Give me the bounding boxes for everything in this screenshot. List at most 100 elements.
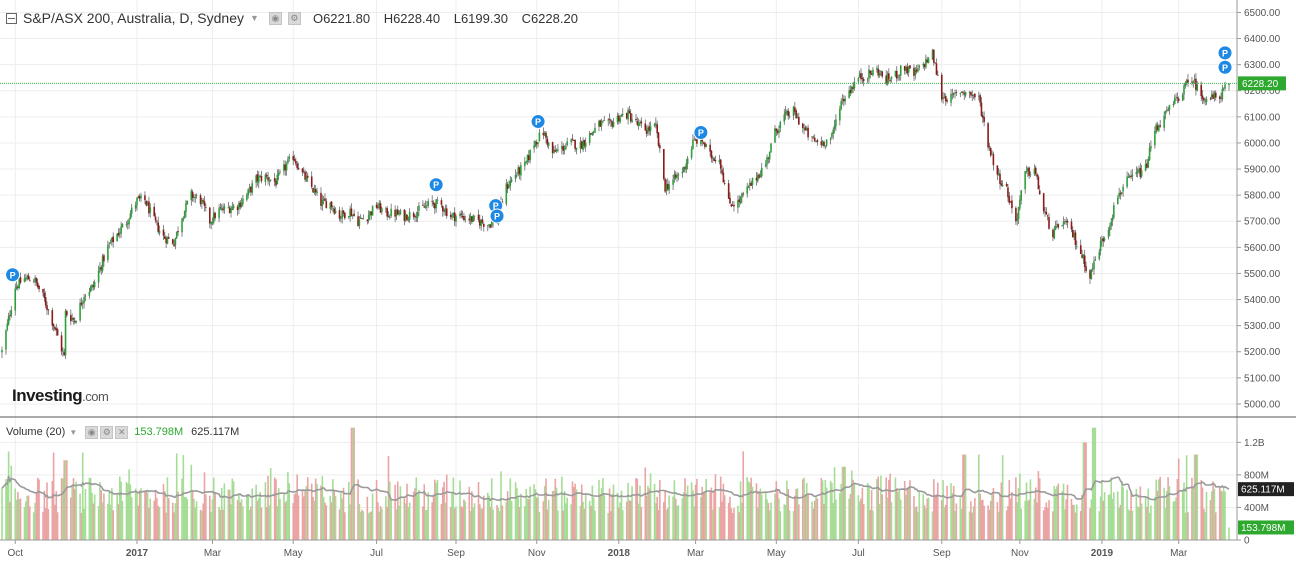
candle-body [472, 215, 475, 222]
volume-bar [1070, 498, 1073, 540]
close-icon[interactable]: ✕ [115, 425, 129, 439]
volume-bar [126, 483, 129, 540]
candle-body [1122, 186, 1124, 192]
volume-bar [1075, 504, 1078, 540]
volume-bar [338, 509, 341, 540]
price-tick-label: 5700.00 [1244, 217, 1281, 228]
volume-tick-label: 800M [1244, 470, 1269, 481]
candle-body [547, 142, 550, 146]
candle-body [361, 218, 363, 219]
volume-tick-label: 1.2B [1244, 438, 1265, 449]
candle-body [878, 72, 881, 76]
volume-bar [349, 504, 351, 540]
candle-body [833, 125, 836, 129]
event-marker-icon[interactable]: P [489, 208, 505, 224]
candle-body [416, 212, 419, 218]
candle-body [749, 182, 751, 186]
candle-body [125, 223, 128, 225]
candle-body [516, 174, 518, 176]
volume-bar [915, 506, 918, 540]
candle-body [775, 128, 778, 131]
candle-body [923, 63, 926, 68]
volume-bar [1140, 503, 1143, 540]
volume-bar [1193, 454, 1196, 540]
candle-body [886, 74, 889, 85]
candle-body [935, 63, 938, 75]
volume-bar [1027, 501, 1029, 540]
candle-body [34, 278, 36, 281]
event-marker-icon[interactable]: P [1217, 59, 1233, 75]
candle-body [73, 320, 76, 323]
volume-bar [980, 500, 983, 540]
candle-body [1062, 221, 1065, 225]
volume-bar [195, 501, 198, 540]
candle-body [684, 167, 686, 169]
volume-bar [1144, 497, 1147, 540]
high-value: 6228.40 [393, 10, 441, 26]
volume-bar [1098, 511, 1101, 540]
candle-body [107, 245, 109, 260]
candle-body [543, 132, 546, 136]
candle-body [812, 137, 815, 139]
candle-body [406, 214, 408, 221]
volume-bar [414, 488, 416, 540]
volume-bar [637, 503, 640, 540]
volume-bar [70, 497, 72, 540]
candle-body [801, 123, 804, 128]
volume-bar [387, 456, 390, 540]
candle-body [9, 315, 11, 317]
candle-body [1042, 193, 1045, 212]
event-marker-icon[interactable]: P [530, 114, 546, 130]
candle-body [305, 176, 308, 181]
candle-body [942, 97, 944, 99]
candle-body [574, 140, 576, 149]
volume-bar [14, 488, 17, 540]
volume-bar [260, 507, 263, 540]
candle-body [760, 167, 763, 177]
volume-bar [190, 464, 193, 540]
volume-bar [1195, 454, 1197, 540]
volume-bar [649, 473, 652, 540]
volume-bar [766, 499, 768, 540]
volume-bar [347, 481, 350, 540]
candle-body [629, 112, 632, 122]
candle-body [109, 242, 112, 244]
volume-bar [283, 494, 285, 540]
candle-body [946, 100, 948, 102]
event-marker-icon[interactable]: P [428, 177, 444, 193]
chevron-down-icon[interactable]: ▼ [69, 427, 78, 437]
candle-body [524, 162, 526, 166]
eye-icon[interactable]: ◉ [268, 11, 282, 25]
svg-text:625.117M: 625.117M [1241, 485, 1285, 496]
event-marker-icon[interactable]: P [1217, 45, 1233, 61]
volume-bar [97, 505, 100, 540]
candle-body [489, 224, 492, 228]
volume-bar [764, 492, 767, 540]
candle-body [126, 223, 129, 225]
candle-body [665, 183, 668, 191]
volume-bar [1113, 492, 1115, 540]
volume-bar [542, 501, 545, 540]
candle-body [370, 211, 373, 215]
candle-body [1094, 259, 1097, 261]
volume-bar [779, 511, 782, 540]
event-marker-icon[interactable]: P [5, 267, 21, 283]
volume-bar [193, 498, 195, 540]
volume-bar [852, 479, 854, 540]
volume-bar [220, 487, 223, 540]
candle-body [933, 49, 935, 63]
volume-bar [1079, 511, 1082, 540]
volume-bar [210, 512, 212, 540]
gear-icon[interactable]: ⚙ [287, 11, 301, 25]
gear-icon[interactable]: ⚙ [100, 425, 114, 439]
candle-body [608, 119, 611, 120]
event-marker-icon[interactable]: P [693, 125, 709, 141]
chevron-down-icon[interactable]: ▼ [250, 13, 259, 23]
volume-bar [1150, 505, 1152, 540]
collapse-icon[interactable] [6, 12, 17, 24]
candle-body [32, 280, 35, 282]
candle-body [1053, 229, 1056, 239]
eye-icon[interactable]: ◉ [85, 425, 99, 439]
candle-body [44, 297, 47, 306]
